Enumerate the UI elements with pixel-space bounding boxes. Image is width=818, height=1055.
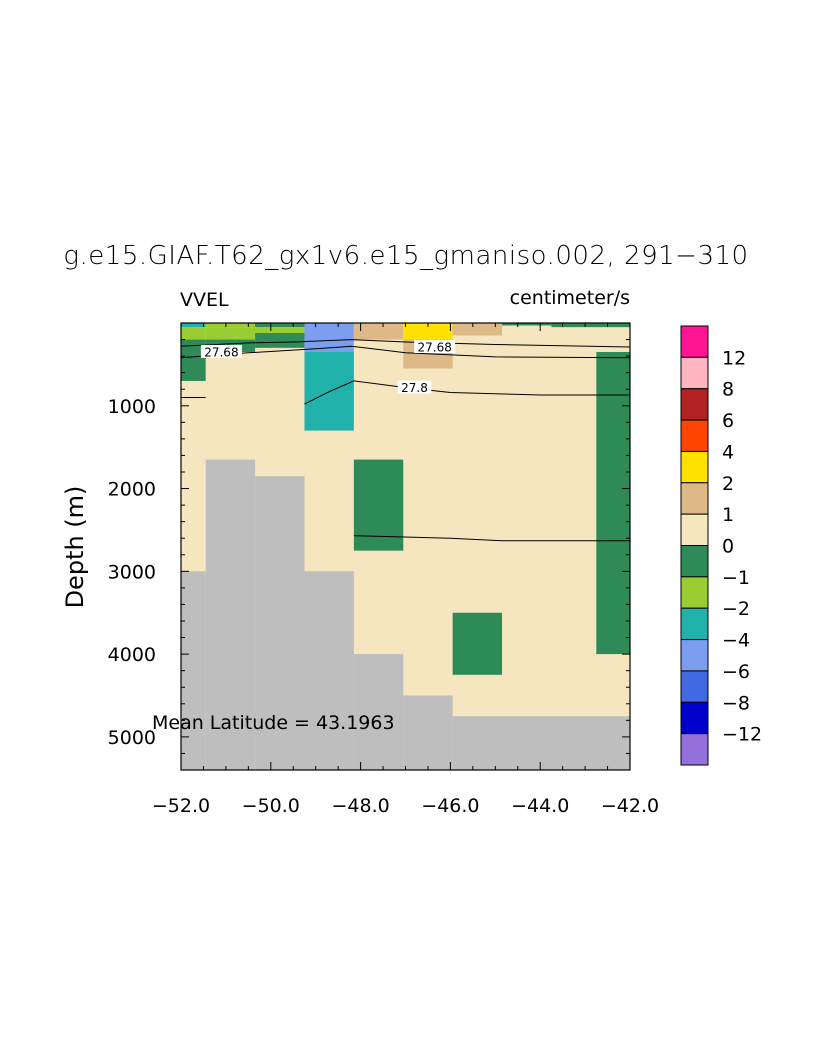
velocity-cell <box>551 323 630 328</box>
velocity-cell <box>205 323 256 328</box>
x-tick-label: −52.0 <box>152 795 210 817</box>
x-tick-label: −46.0 <box>421 795 479 817</box>
y-tick-label: 5000 <box>108 727 156 749</box>
colorbar-label: 1 <box>722 504 734 526</box>
colorbar-label: 12 <box>722 347 746 369</box>
contour-label: 27.68 <box>418 341 452 355</box>
colorbar-swatch <box>680 450 709 484</box>
land-cell <box>205 459 256 770</box>
velocity-cell <box>596 351 630 655</box>
land-cell <box>304 571 354 770</box>
velocity-cell <box>255 323 305 328</box>
velocity-cell <box>181 323 206 328</box>
colorbar-swatch <box>680 701 709 735</box>
x-tick-label: −42.0 <box>601 795 659 817</box>
x-tick-label: −48.0 <box>331 795 389 817</box>
contour-label-box <box>414 340 456 354</box>
colorbar-swatch <box>680 482 709 515</box>
contour-label: 27.68 <box>204 345 238 359</box>
colorbar-swatch <box>680 545 709 578</box>
mean-latitude-annotation: Mean Latitude = 43.1963 <box>152 712 395 734</box>
chart-title: g.e15.GIAF.T62_gx1v6.e15_gmaniso.002, 29… <box>63 241 748 271</box>
colorbar-swatch <box>680 607 709 641</box>
colorbar: 12 8 6 4 2 1 0 −1 −2 −4 −6 −8 −12 <box>680 325 762 766</box>
x-axis-ticks: −52.0 −50.0 −48.0 −46.0 −44.0 −42.0 <box>152 323 659 817</box>
contour-label-box <box>397 380 432 394</box>
colorbar-label: 2 <box>722 473 734 495</box>
colorbar-swatch <box>680 513 709 547</box>
colorbar-label: 4 <box>722 441 734 463</box>
velocity-cell <box>403 323 453 340</box>
colorbar-label: −4 <box>722 630 750 652</box>
colorbar-swatch <box>680 733 709 766</box>
velocity-cell <box>205 327 256 340</box>
contour-line <box>180 345 631 359</box>
land-cell <box>452 716 630 770</box>
land-cell <box>353 654 404 770</box>
colorbar-label: −1 <box>722 567 750 589</box>
colorbar-swatch <box>680 325 709 358</box>
velocity-cell <box>181 327 206 340</box>
y-axis-ticks: 1000 2000 3000 4000 5000 <box>108 339 630 771</box>
colorbar-label: 6 <box>722 410 734 432</box>
contour-label-box <box>200 344 242 358</box>
colorbar-label: −6 <box>722 661 750 683</box>
contour-line <box>353 535 630 542</box>
y-axis-label: Depth (m) <box>61 486 89 609</box>
y-tick-label: 4000 <box>108 644 156 666</box>
land-cell <box>403 695 453 770</box>
variable-label: VVEL <box>180 289 229 311</box>
colorbar-label: 8 <box>722 379 734 401</box>
colorbar-swatch <box>680 356 709 390</box>
y-tick-label: 3000 <box>108 561 156 583</box>
velocity-cell <box>452 323 503 336</box>
colorbar-label: −8 <box>722 692 750 714</box>
colorbar-swatch <box>680 419 709 452</box>
units-label: centimeter/s <box>510 287 630 309</box>
velocity-cell <box>502 323 552 326</box>
velocity-cell <box>255 332 305 348</box>
contour-label: 27.8 <box>401 381 428 395</box>
y-tick-label: 2000 <box>108 479 156 501</box>
velocity-cell <box>304 323 354 352</box>
colorbar-swatch <box>680 388 709 421</box>
velocity-cell <box>452 612 503 675</box>
colorbar-swatch <box>680 639 709 672</box>
plot-area: 27.68 27.68 27.8 Mean Latitude = 43.1963 −… <box>108 322 659 817</box>
colorbar-swatch <box>680 670 709 703</box>
velocity-cell <box>353 323 404 340</box>
colorbar-label: −2 <box>722 598 750 620</box>
contour-labels: 27.68 27.68 27.8 <box>200 340 456 395</box>
x-tick-label: −44.0 <box>511 795 569 817</box>
land-cell <box>255 476 305 770</box>
y-tick-label: 1000 <box>108 396 156 418</box>
colorbar-label: 0 <box>722 536 734 558</box>
colorbar-label: −12 <box>722 724 762 746</box>
velocity-cell <box>255 327 305 333</box>
colorbar-swatch <box>680 576 709 609</box>
land-mask <box>181 459 630 770</box>
x-tick-label: −50.0 <box>242 795 300 817</box>
contour-line <box>180 339 631 348</box>
